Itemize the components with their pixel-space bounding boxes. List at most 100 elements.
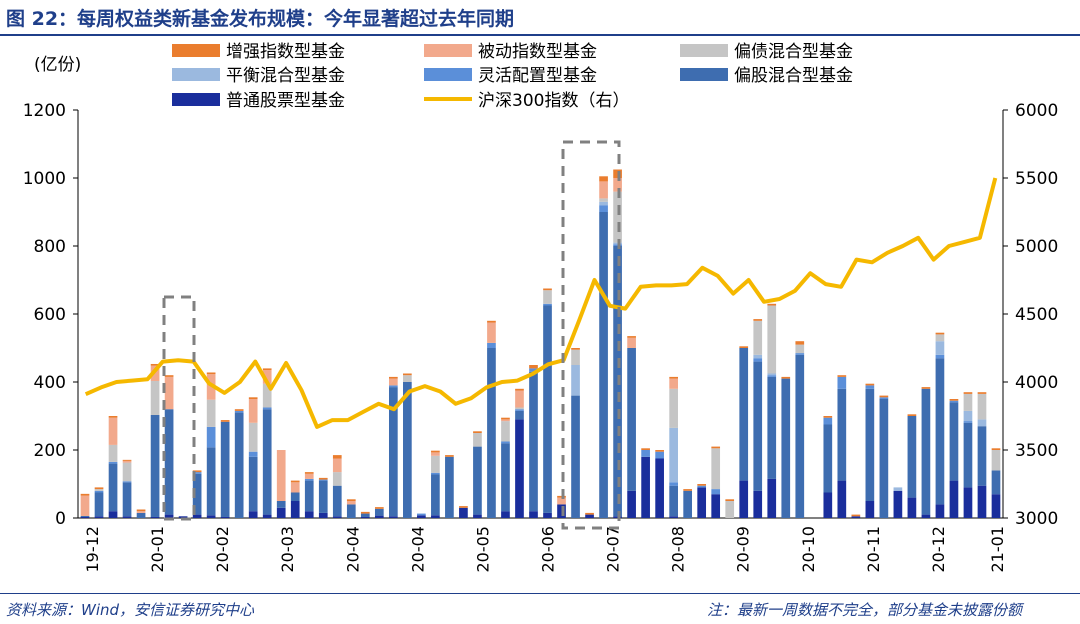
- bar-segment: [949, 402, 959, 481]
- bar-segment: [108, 511, 118, 518]
- bar-segment: [192, 470, 202, 473]
- x-tick-label: 20-06: [539, 526, 558, 573]
- bar-segment: [332, 455, 342, 459]
- bar-segment: [837, 388, 847, 481]
- bar-segment: [865, 383, 875, 386]
- bar-segment: [304, 480, 314, 512]
- bar-segment: [963, 487, 973, 518]
- bar-segment: [318, 512, 328, 518]
- bar-segment: [332, 485, 342, 517]
- highlight-box-jan: [162, 295, 196, 521]
- bar-segment: [907, 414, 917, 416]
- x-tick-label: 20-04: [343, 526, 362, 573]
- bar-segment: [599, 176, 608, 182]
- bar-segment: [949, 480, 959, 518]
- legend-label: 平衡混合型基金: [226, 66, 345, 86]
- bar-segment: [262, 514, 272, 518]
- bar-segment: [823, 417, 833, 425]
- bar-segment: [445, 456, 454, 518]
- bar-segment: [627, 336, 636, 338]
- bar-segment: [332, 516, 342, 518]
- bar-segment: [837, 376, 847, 389]
- bar-segment: [178, 516, 188, 518]
- bar-segment: [921, 387, 931, 389]
- bar-segment: [459, 507, 468, 518]
- bar-segment: [403, 382, 412, 518]
- y-right-tick-label: 4000: [1015, 373, 1058, 393]
- bar-segment: [879, 397, 889, 399]
- x-tick-label: 20-11: [864, 526, 883, 573]
- bar-segment: [977, 485, 987, 518]
- y-right-tick-label: 6000: [1015, 101, 1058, 121]
- bar-segment: [767, 373, 777, 376]
- bar-segment: [907, 416, 917, 498]
- bar-segment: [585, 512, 594, 515]
- bar-segment: [290, 501, 300, 518]
- bar-segment: [487, 320, 496, 323]
- bar-segment: [374, 507, 384, 509]
- bar-segment: [697, 484, 707, 486]
- bar-segment: [935, 332, 945, 335]
- bar-segment: [346, 504, 356, 518]
- bar-segment: [403, 373, 412, 376]
- bar-segment: [262, 368, 272, 371]
- bar-segment: [641, 456, 650, 518]
- bar-segment: [206, 426, 216, 448]
- bar-segment: [164, 409, 174, 515]
- bar-segment: [851, 514, 861, 517]
- bar-segment: [935, 334, 945, 342]
- bar-segment: [108, 416, 118, 418]
- bar-segment: [753, 358, 763, 362]
- bar-segment: [515, 409, 524, 411]
- bar-segment: [94, 490, 104, 493]
- bar-segment: [487, 322, 496, 343]
- bar-segment: [473, 431, 482, 433]
- bar-segment: [669, 485, 678, 517]
- bar-segment: [515, 390, 524, 408]
- bar-segment: [150, 516, 160, 518]
- y-right-tick-label: 4500: [1015, 305, 1058, 325]
- bar-segment: [739, 348, 749, 481]
- bar-segment: [206, 399, 216, 427]
- y-left-tick-label: 200: [34, 441, 66, 461]
- bar-segment: [388, 378, 398, 386]
- bar-segment: [80, 515, 90, 517]
- bar-segment: [445, 455, 454, 457]
- bar-segment: [220, 516, 230, 518]
- bar-segment: [403, 375, 412, 382]
- footer-source: 资料来源：Wind，安信证券研究中心: [6, 601, 255, 619]
- bar-segment: [669, 516, 678, 518]
- bar-segment: [753, 490, 763, 518]
- bar-segment: [164, 514, 174, 518]
- bar-segment: [501, 421, 510, 442]
- legend-swatch: [172, 44, 220, 57]
- bar-segment: [318, 479, 328, 481]
- bar-segment: [234, 410, 244, 413]
- y-right-tick-label: 5500: [1015, 169, 1058, 189]
- bar-segment: [837, 375, 847, 377]
- bar-segment: [304, 473, 314, 479]
- bar-segment: [963, 392, 973, 394]
- bar-segment: [571, 365, 580, 396]
- bar-segment: [767, 305, 777, 374]
- bar-segment: [767, 376, 777, 479]
- bar-segment: [977, 392, 987, 394]
- bar-segment: [431, 474, 440, 516]
- bar-segment: [823, 492, 833, 518]
- bar-segment: [711, 446, 721, 449]
- bar-segment: [304, 478, 314, 481]
- bar-segment: [108, 417, 118, 445]
- bar-segment: [150, 380, 160, 415]
- x-tick-label: 20-01: [148, 526, 167, 573]
- legend-label: 灵活配置型基金: [478, 66, 597, 86]
- legend-swatch: [424, 68, 472, 81]
- x-tick-label: 20-03: [278, 526, 297, 573]
- index-line-layer: [84, 177, 998, 429]
- bar-segment: [431, 452, 440, 456]
- bar-segment: [108, 463, 118, 512]
- bar-segment: [515, 410, 524, 420]
- bar-segment: [473, 446, 482, 515]
- bar-segment: [388, 376, 398, 379]
- bar-segment: [571, 395, 580, 518]
